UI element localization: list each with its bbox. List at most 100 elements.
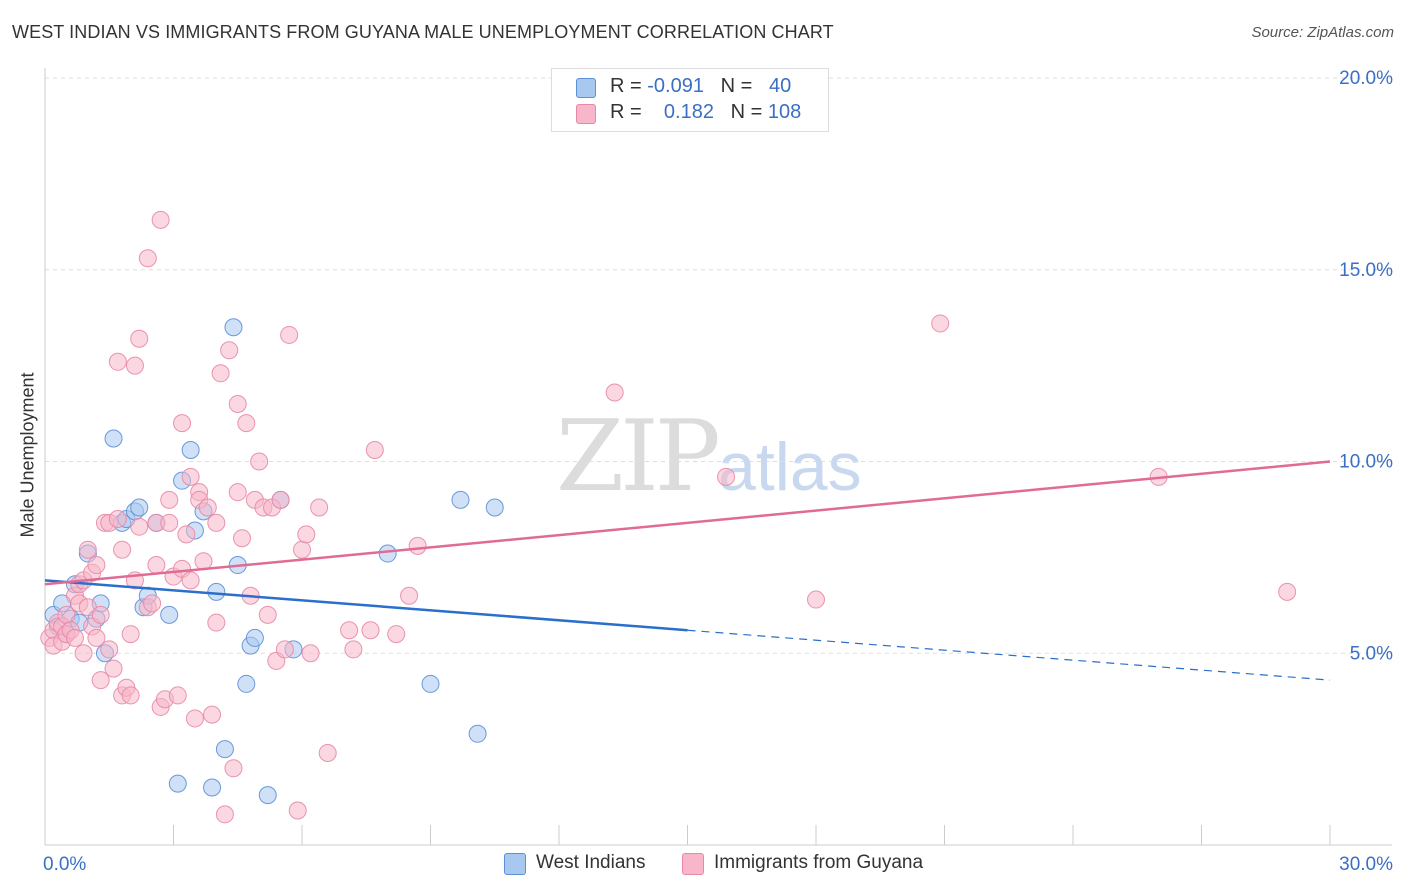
guyana-point [717,467,736,486]
guyana-point [130,517,149,536]
guyana-point [275,640,294,659]
guyana-point [224,759,243,778]
west-indian-point [168,774,187,793]
west-indian-point [224,318,243,337]
west-indian-point [160,605,179,624]
guyana-point [91,605,110,624]
legend-label: West Indians [536,852,646,873]
guyana-point [108,352,127,371]
x-tick-label: 30.0% [1339,854,1393,875]
guyana-point [87,628,106,647]
guyana-point [194,552,213,571]
guyana-point [91,671,110,690]
guyana-point [318,743,337,762]
guyana-point [931,314,950,333]
guyana-point [181,571,200,590]
n-label: N = [730,101,763,123]
west-indian-point [258,786,277,805]
west-indian-point [130,498,149,517]
guyana-point [280,325,299,344]
west-indian-point [378,544,397,563]
guyana-point [237,414,256,433]
x-tick-label: 0.0% [43,854,86,875]
y-tick-label: 10.0% [1339,452,1393,473]
guyana-point [147,556,166,575]
n-value: 108 [767,101,802,123]
guyana-point [177,525,196,544]
blue-swatch [576,78,596,98]
correlation-legend: R = -0.091 N = 40 R = 0.182 N = 108 [551,68,829,132]
guyana-point [173,414,192,433]
guyana-point [198,498,217,517]
guyana-point [361,621,380,640]
guyana-point [250,452,269,471]
guyana-point [807,590,825,609]
west-indian-point [207,582,226,601]
pink-swatch [682,853,704,875]
guyana-point [130,329,149,348]
guyana-point [293,540,311,559]
y-tick-label: 20.0% [1339,68,1393,89]
west-indian-point [451,490,470,509]
watermark-zip: ZIP [556,400,721,514]
guyana-point [143,594,162,613]
y-tick-label: 15.0% [1339,260,1393,281]
chart-title: WEST INDIAN VS IMMIGRANTS FROM GUYANA MA… [12,22,834,42]
guyana-point [1278,582,1297,601]
guyana-point [160,513,179,532]
west-indian-point [421,674,440,693]
guyana-point [400,586,419,605]
guyana-point [228,483,247,502]
west-indian-trendline-extension [687,629,1331,681]
west-indian-point [468,724,487,743]
source-label: Source: ZipAtlas.com [1251,24,1394,41]
guyana-point [100,640,119,659]
guyana-point [340,621,359,640]
guyana-point [160,490,179,509]
guyana-point [288,801,307,820]
guyana-point [151,210,170,229]
guyana-point [258,605,277,624]
guyana-point [365,440,384,459]
r-value: -0.091 [647,75,704,97]
guyana-point [233,529,252,548]
r-value: 0.182 [663,101,714,123]
guyana-point [87,556,106,575]
guyana-point [168,686,187,705]
n-value: 40 [769,75,792,97]
west-indian-point [485,498,504,517]
guyana-point [104,659,123,678]
guyana-point [297,525,316,544]
west-indian-trendline [44,579,688,632]
guyana-point [121,625,140,644]
guyana-point [207,513,226,532]
r-label: R = [610,101,642,123]
guyana-point [74,644,93,663]
guyana-point [408,536,427,555]
legend-label: Immigrants from Guyana [714,852,924,873]
guyana-point [181,467,200,486]
guyana-point [220,341,239,360]
r-label: R = [610,75,642,97]
guyana-point [211,364,230,383]
west-indian-point [215,740,234,759]
guyana-point [605,383,624,402]
west-indian-point [203,778,222,797]
guyana-point [228,394,247,413]
west-indian-point [237,674,256,693]
guyana-point [387,625,406,644]
watermark-atlas: atlas [718,429,862,505]
guyana-point [344,640,363,659]
blue-swatch [504,853,526,875]
guyana-point [78,540,97,559]
pink-swatch [576,104,596,124]
west-indian-point [104,429,123,448]
guyana-point [310,498,329,517]
guyana-point [185,709,204,728]
guyana-point [138,249,157,268]
guyana-point [125,356,144,375]
guyana-point [301,644,320,663]
west-indian-point [245,628,264,647]
guyana-point [108,510,127,529]
